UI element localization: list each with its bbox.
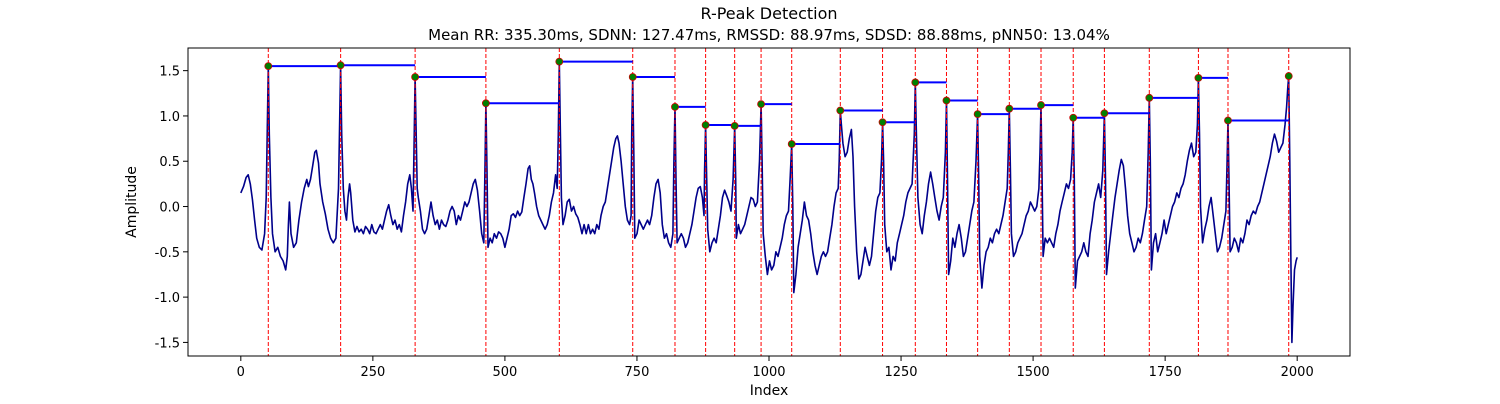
r-peak-marker xyxy=(336,61,345,70)
r-peak-marker xyxy=(628,73,637,81)
plot-area xyxy=(240,48,1298,356)
y-tick-label: -1.5 xyxy=(155,336,180,351)
r-peak-marker xyxy=(942,96,951,105)
r-peak-marker xyxy=(878,118,887,127)
x-tick-label: 250 xyxy=(360,365,385,380)
y-tick-label: 1.0 xyxy=(159,110,180,125)
x-tick-label: 1250 xyxy=(884,365,917,380)
x-tick-label: 1750 xyxy=(1149,365,1182,380)
r-peak-marker xyxy=(671,102,679,111)
signal-line xyxy=(240,60,1298,344)
r-peak-marker xyxy=(1005,104,1014,113)
chart-subtitle: Mean RR: 335.30ms, SDNN: 127.47ms, RMSSD… xyxy=(428,26,1110,44)
r-peak-marker xyxy=(973,110,982,119)
y-tick-label: -0.5 xyxy=(155,246,180,261)
r-peak-marker xyxy=(1194,73,1203,82)
x-tick-label: 750 xyxy=(625,365,650,380)
x-axis-label: Index xyxy=(750,383,789,399)
x-tick-label: 1000 xyxy=(752,365,785,380)
r-peak-marker xyxy=(411,73,420,81)
x-tick-label: 500 xyxy=(492,365,517,380)
r-peak-marker xyxy=(836,106,845,115)
y-tick-label: -1.0 xyxy=(155,291,180,306)
r-peak-marker xyxy=(757,100,765,109)
y-tick-label: 0.0 xyxy=(159,201,180,216)
r-peak-marker xyxy=(787,140,796,148)
r-peak-marker xyxy=(1037,101,1045,109)
r-peak-marker xyxy=(481,99,490,108)
plot-frame xyxy=(187,47,1351,357)
y-axis-label: Amplitude xyxy=(124,166,140,238)
y-tick-label: 0.5 xyxy=(159,155,180,170)
r-peak-marker xyxy=(1224,116,1232,125)
r-peak-marker xyxy=(555,57,564,66)
x-tick-label: 2000 xyxy=(1281,365,1314,380)
r-peak-marker xyxy=(264,62,273,71)
r-peak-marker xyxy=(1100,109,1109,118)
axes: 0 250 500 750 1000 1250 1500 1750 2000 -1.5 -1.0 -0… xyxy=(155,65,1314,380)
y-tick-label: 1.5 xyxy=(159,65,180,80)
x-tick-label: 0 xyxy=(237,365,245,380)
r-peak-marker xyxy=(911,78,920,87)
chart-title: R-Peak Detection xyxy=(700,4,837,23)
r-peak-marker xyxy=(1145,93,1154,102)
r-peak-marker xyxy=(1284,72,1293,80)
r-peak-marker xyxy=(701,121,710,129)
r-peak-marker xyxy=(1069,113,1078,122)
r-peak-marker xyxy=(730,122,739,130)
x-tick-label: 1500 xyxy=(1017,365,1050,380)
